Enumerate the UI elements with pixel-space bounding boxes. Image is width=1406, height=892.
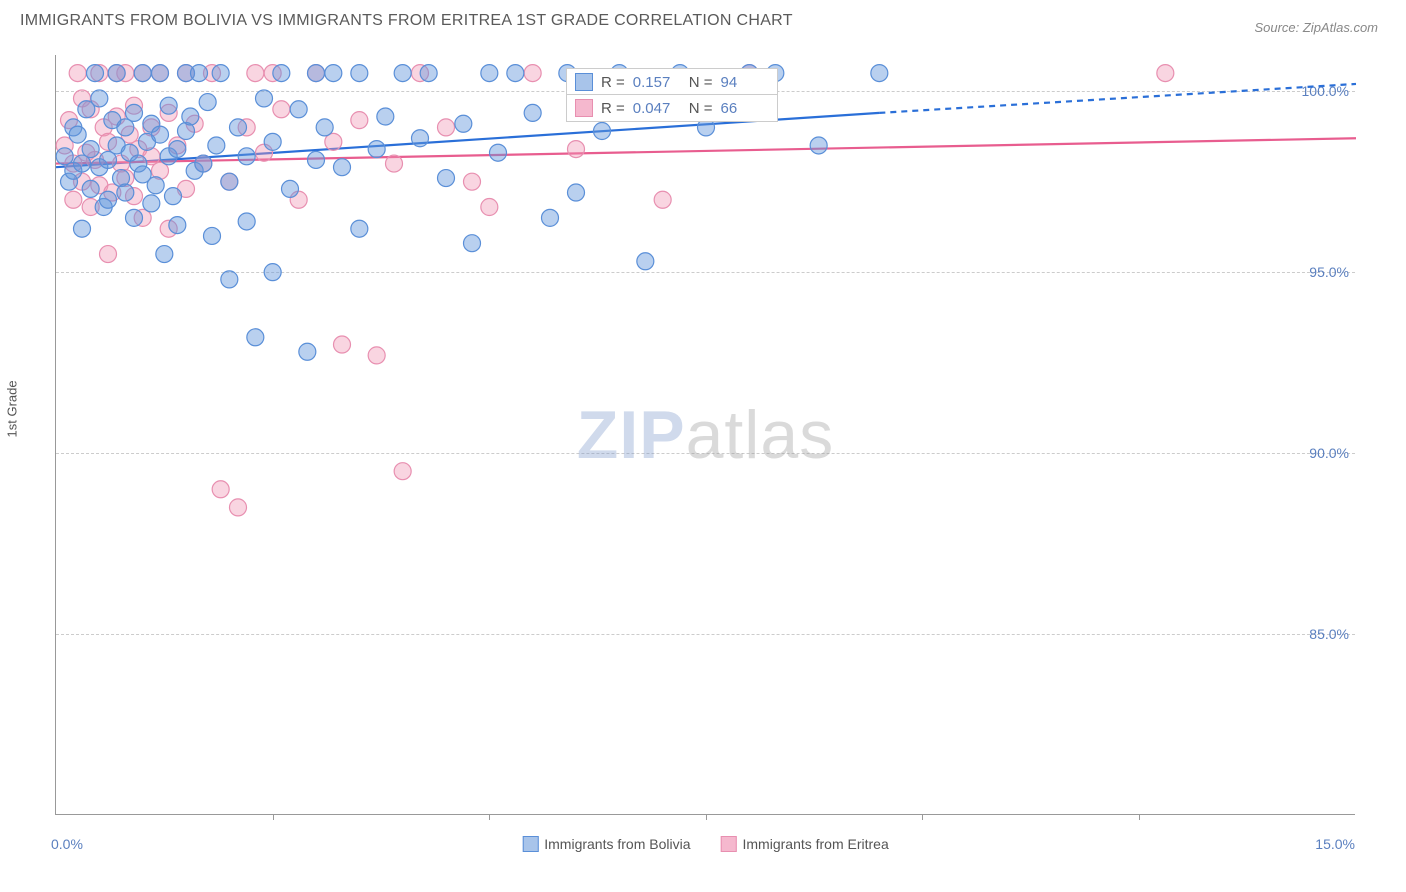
x-tick-mark (489, 814, 490, 820)
n-eq-label: N = (689, 74, 713, 91)
x-max-label: 15.0% (1315, 836, 1355, 852)
swatch-icon (522, 836, 538, 852)
r-eq-label: R = (601, 100, 625, 117)
r-value: 0.047 (633, 100, 681, 117)
n-value: 94 (721, 74, 769, 91)
swatch-icon (575, 73, 593, 91)
n-eq-label: N = (689, 100, 713, 117)
y-axis-label: 1st Grade (5, 380, 20, 437)
stat-box-eritrea: R = 0.047 N = 66 (566, 94, 778, 122)
bottom-legend: Immigrants from Bolivia Immigrants from E… (522, 836, 889, 852)
legend-label: Immigrants from Bolivia (544, 836, 690, 852)
n-value: 66 (721, 100, 769, 117)
r-eq-label: R = (601, 74, 625, 91)
x-tick-mark (273, 814, 274, 820)
scatter-svg (56, 55, 1355, 814)
x-min-label: 0.0% (51, 836, 83, 852)
r-value: 0.157 (633, 74, 681, 91)
x-tick-mark (922, 814, 923, 820)
swatch-icon (575, 99, 593, 117)
legend-label: Immigrants from Eritrea (743, 836, 889, 852)
plot-area: 85.0%90.0%95.0%100.0% ZIPatlas R =0.157N… (55, 55, 1355, 815)
legend-item-eritrea: Immigrants from Eritrea (721, 836, 889, 852)
source-label: Source: ZipAtlas.com (1254, 20, 1378, 35)
swatch-icon (721, 836, 737, 852)
x-tick-mark (1139, 814, 1140, 820)
x-tick-mark (706, 814, 707, 820)
chart-title: IMMIGRANTS FROM BOLIVIA VS IMMIGRANTS FR… (20, 12, 793, 30)
legend-item-bolivia: Immigrants from Bolivia (522, 836, 690, 852)
stat-box-bolivia: R = 0.157 N = 94 (566, 68, 778, 96)
